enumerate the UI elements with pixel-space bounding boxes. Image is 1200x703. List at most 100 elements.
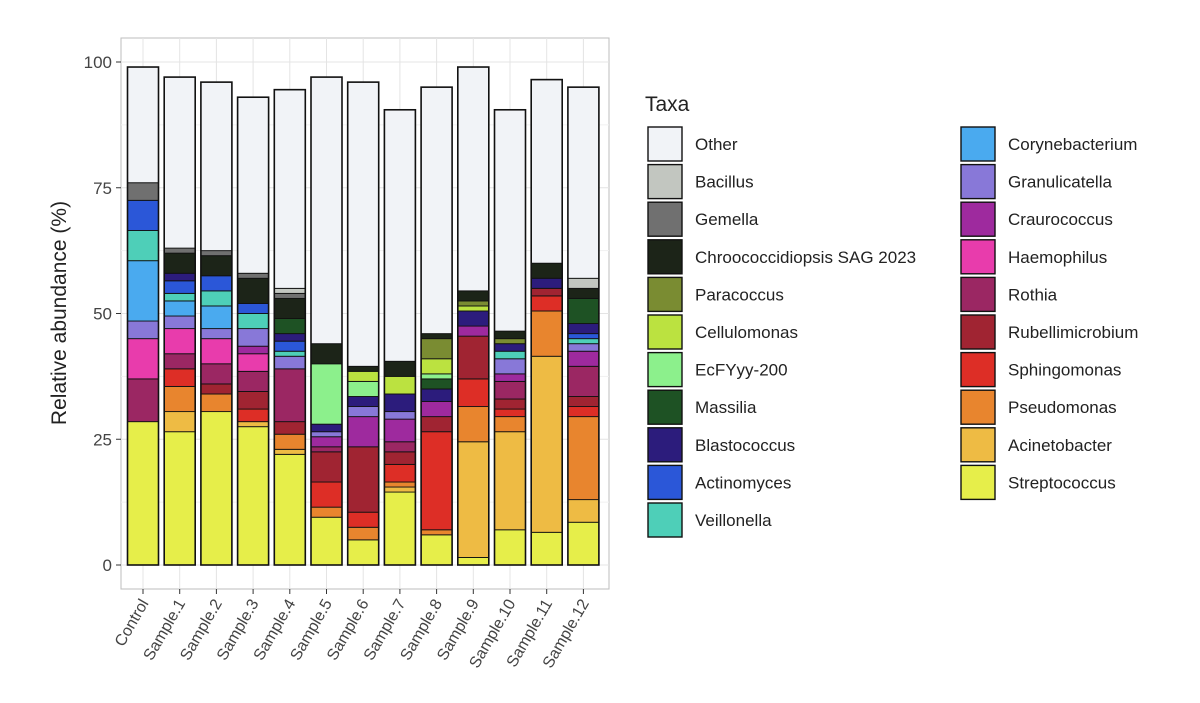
legend-swatch (647, 427, 683, 463)
bar-segment-other (273, 89, 306, 289)
bar-segment-sphingomonas (567, 406, 600, 418)
legend-item-massilia: Massilia (647, 389, 757, 425)
bar-segment-actinomyces (567, 333, 600, 340)
bar-segment-acinetobacter (163, 411, 196, 433)
x-axis: ControlSample.1Sample.2Sample.3Sample.4S… (112, 589, 593, 671)
bar-outline (493, 108, 527, 566)
bar-segment-paracoccus (494, 338, 526, 345)
y-axis-label: Relative abundance (%) (48, 201, 71, 425)
legend-label: Other (695, 135, 738, 154)
bar-segment-haemophilus (127, 338, 159, 380)
bar-segment-cellulomonas (347, 370, 380, 382)
legend-item-rubellimicrobium: Rubellimicrobium (960, 314, 1138, 350)
legend-label: Rubellimicrobium (1008, 323, 1138, 342)
bar-segment-sphingomonas (237, 408, 270, 423)
bar-segment-acinetobacter (237, 421, 270, 428)
legend-label: Pseudomonas (1008, 398, 1117, 417)
bar-outline (236, 96, 270, 566)
bar-segment-pseudomonas (347, 526, 380, 541)
legend-item-haemophilus: Haemophilus (960, 239, 1107, 275)
bar-segment-chroococcidiopsis-sag-2023 (237, 277, 270, 304)
legend-swatch (960, 314, 996, 350)
bar-segment-rubellimicrobium (237, 391, 270, 410)
bar-segment-acinetobacter (383, 486, 416, 493)
bar-segment-pseudomonas (200, 393, 233, 413)
bar-segment-ecfyyy-200 (420, 373, 453, 380)
legend-swatch (647, 389, 683, 425)
legend-item-veillonella: Veillonella (647, 502, 772, 538)
bar-segment-veillonella (567, 338, 600, 345)
bar-segment-veillonella (200, 290, 233, 307)
bar-segment-blastococcus (420, 388, 453, 402)
legend-label: Chroococcidiopsis SAG 2023 (695, 248, 916, 267)
bar-outline (273, 88, 307, 566)
bar-segment-haemophilus (237, 353, 270, 372)
bar-segment-rothia (237, 370, 270, 392)
legend-title: Taxa (645, 93, 690, 116)
bar-segment-rubellimicrobium (200, 383, 233, 395)
bar-segment-rothia (383, 441, 416, 453)
bar-segment-granulicatella (567, 343, 600, 352)
bar-segment-chroococcidiopsis-sag-2023 (530, 262, 563, 279)
legend-item-gemella: Gemella (647, 201, 759, 237)
bar-outline (310, 76, 343, 566)
legend-item-craurococcus: Craurococcus (960, 201, 1113, 237)
legend-swatch (647, 351, 683, 388)
bar-segment-craurococcus (310, 436, 343, 448)
bar-segment-pseudomonas (530, 310, 563, 357)
bar-segment-chroococcidiopsis-sag-2023 (457, 290, 490, 302)
bar-segment-sphingomonas (420, 431, 453, 531)
bar-segment-rubellimicrobium (420, 416, 453, 433)
legend-swatch (960, 126, 996, 162)
bar-stack-sample-10 (493, 108, 527, 566)
bar-stack-sample-4 (273, 88, 307, 566)
bar-segment-streptococcus (420, 534, 453, 566)
bar-segment-blastococcus (347, 396, 380, 408)
bar-segment-cellulomonas (457, 305, 490, 312)
y-tick-label: 25 (93, 430, 112, 449)
legend-label: Haemophilus (1008, 248, 1107, 267)
legend-item-pseudomonas: Pseudomonas (960, 389, 1117, 425)
legend-swatch (960, 163, 996, 200)
bar-segment-other (163, 76, 196, 249)
bar-segment-gemella (200, 250, 233, 257)
bar-segment-rothia (163, 353, 196, 370)
legend-label: Rothia (1008, 285, 1058, 304)
legend-item-rothia: Rothia (960, 276, 1058, 313)
bar-segment-chroococcidiopsis-sag-2023 (200, 255, 233, 277)
bar-segment-veillonella (163, 292, 196, 302)
legend-swatch (647, 163, 683, 200)
bar-segment-haemophilus (200, 338, 233, 365)
legend: Taxa Other Bacillus Gemella Chroococcidiops… (645, 93, 1138, 538)
bar-segment-other (530, 79, 563, 264)
bar-segment-gemella (273, 292, 306, 299)
bar-segment-ecfyyy-200 (347, 380, 380, 397)
legend-swatch (960, 389, 996, 425)
bar-segment-streptococcus (494, 529, 526, 566)
bar-segment-veillonella (127, 230, 159, 262)
legend-item-paracoccus: Paracoccus (647, 276, 784, 313)
bar-segment-rubellimicrobium (494, 398, 526, 410)
legend-item-sphingomonas: Sphingomonas (960, 351, 1121, 388)
legend-swatch (960, 201, 996, 237)
bars-layer (126, 66, 600, 566)
bar-segment-sphingomonas (494, 408, 526, 418)
bar-segment-pseudomonas (310, 506, 343, 518)
bar-segment-paracoccus (457, 300, 490, 307)
bar-segment-streptococcus (163, 431, 196, 566)
legend-label: Sphingomonas (1008, 361, 1121, 380)
bar-segment-massilia (273, 318, 306, 335)
legend-item-streptococcus: Streptococcus (960, 464, 1116, 501)
bar-stack-sample-6 (346, 81, 380, 566)
legend-label: Cellulomonas (695, 323, 798, 342)
legend-item-acinetobacter: Acinetobacter (960, 427, 1112, 463)
bar-stack-sample-9 (456, 66, 490, 566)
bar-segment-streptococcus (200, 411, 233, 566)
legend-swatch (960, 464, 996, 501)
bar-segment-veillonella (494, 350, 526, 360)
bar-segment-bacillus (567, 277, 600, 289)
bar-segment-rubellimicrobium (567, 396, 600, 408)
bar-segment-rothia (127, 378, 159, 423)
y-tick-label: 50 (93, 305, 112, 324)
